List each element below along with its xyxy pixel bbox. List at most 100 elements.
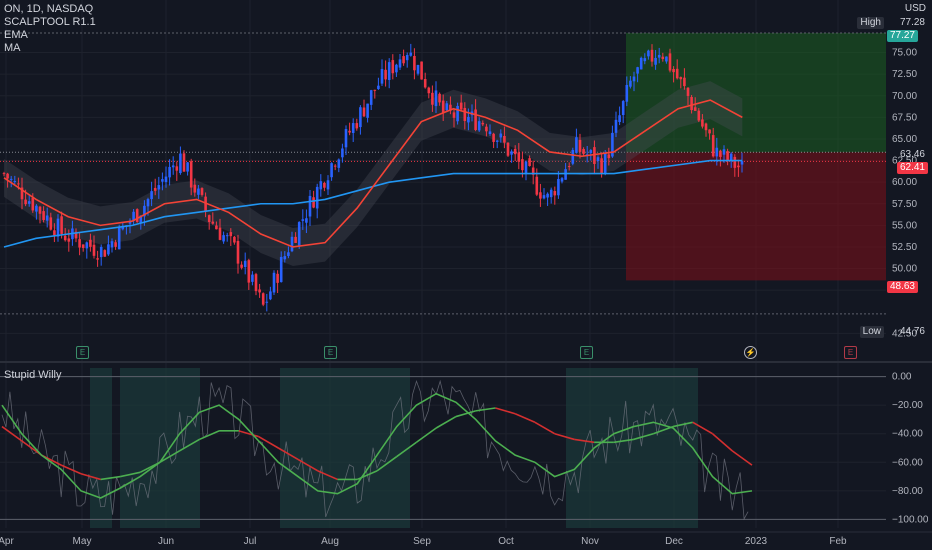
candle-body[interactable]	[276, 273, 279, 283]
oscillator-signal-line[interactable]	[495, 407, 516, 415]
oscillator-signal-line[interactable]	[712, 433, 733, 452]
candle-body[interactable]	[171, 165, 175, 168]
candle-body[interactable]	[81, 244, 85, 248]
candle-body[interactable]	[27, 201, 31, 204]
candle-body[interactable]	[459, 102, 463, 110]
candle-body[interactable]	[323, 182, 326, 188]
candle-body[interactable]	[182, 153, 186, 172]
candle-body[interactable]	[643, 58, 647, 62]
candle-body[interactable]	[733, 156, 737, 168]
candle-body[interactable]	[380, 69, 384, 84]
candle-body[interactable]	[150, 191, 153, 200]
candle-body[interactable]	[78, 239, 81, 248]
candle-body[interactable]	[531, 167, 535, 175]
candle-body[interactable]	[45, 215, 49, 221]
oscillator-signal-line[interactable]	[475, 407, 496, 412]
candle-body[interactable]	[474, 109, 477, 131]
candle-body[interactable]	[20, 187, 24, 200]
candle-body[interactable]	[6, 173, 9, 179]
oscillator-signal-line[interactable]	[297, 458, 319, 472]
candle-body[interactable]	[686, 88, 690, 96]
candle-body[interactable]	[510, 151, 513, 155]
oscillator-signal-line[interactable]	[396, 441, 417, 458]
candle-body[interactable]	[675, 68, 679, 79]
candle-body[interactable]	[668, 53, 672, 71]
indicator-scalptool[interactable]: SCALPTOOL R1.1	[4, 16, 96, 28]
candle-body[interactable]	[240, 264, 243, 268]
oscillator-signal-line[interactable]	[416, 427, 437, 443]
candle-body[interactable]	[571, 149, 575, 164]
candle-body[interactable]	[582, 148, 585, 154]
candle-body[interactable]	[49, 217, 53, 230]
candle-body[interactable]	[168, 166, 171, 178]
candle-body[interactable]	[229, 232, 233, 237]
candle-body[interactable]	[398, 59, 402, 68]
candle-body[interactable]	[99, 246, 103, 258]
candle-body[interactable]	[492, 133, 495, 142]
candle-body[interactable]	[449, 104, 452, 111]
candle-body[interactable]	[636, 67, 639, 74]
candle-body[interactable]	[362, 107, 366, 117]
indicator-ma[interactable]: MA	[4, 42, 21, 54]
candle-body[interactable]	[153, 187, 157, 191]
candle-body[interactable]	[611, 132, 614, 157]
candle-body[interactable]	[269, 291, 272, 300]
earnings-icon-upcoming[interactable]: E	[844, 346, 857, 359]
candle-body[interactable]	[499, 133, 503, 138]
position-stop-zone[interactable]	[626, 152, 886, 281]
candle-body[interactable]	[290, 236, 294, 252]
candle-body[interactable]	[521, 159, 524, 171]
candle-body[interactable]	[607, 154, 611, 159]
candle-body[interactable]	[233, 236, 236, 243]
candle-body[interactable]	[60, 216, 63, 234]
oscillator-signal-line[interactable]	[514, 412, 536, 424]
oscillator-signal-line[interactable]	[317, 470, 338, 481]
candle-body[interactable]	[387, 62, 391, 81]
candle-body[interactable]	[243, 260, 247, 267]
candle-body[interactable]	[13, 181, 17, 183]
candle-body[interactable]	[672, 68, 675, 73]
earnings-icon[interactable]: E	[76, 346, 89, 359]
candle-body[interactable]	[251, 274, 254, 282]
candle-body[interactable]	[737, 165, 740, 168]
candle-body[interactable]	[535, 176, 539, 195]
candle-body[interactable]	[56, 218, 60, 237]
candle-body[interactable]	[578, 139, 582, 152]
candle-body[interactable]	[179, 153, 182, 174]
candle-body[interactable]	[423, 79, 427, 88]
candle-body[interactable]	[600, 158, 603, 175]
candle-body[interactable]	[24, 199, 27, 205]
candle-body[interactable]	[402, 56, 405, 64]
candle-body[interactable]	[625, 84, 629, 102]
candle-body[interactable]	[92, 244, 96, 256]
oscillator-signal-line[interactable]	[80, 472, 101, 481]
candle-body[interactable]	[632, 76, 636, 82]
candle-body[interactable]	[726, 151, 729, 161]
candle-body[interactable]	[661, 56, 665, 60]
candle-body[interactable]	[366, 103, 369, 118]
oscillator-signal-line[interactable]	[534, 421, 556, 435]
oscillator-signal-line[interactable]	[179, 438, 200, 452]
candle-body[interactable]	[708, 129, 711, 134]
oscillator-signal-line[interactable]	[199, 430, 220, 441]
candle-body[interactable]	[301, 219, 305, 221]
candle-body[interactable]	[175, 166, 179, 171]
candle-body[interactable]	[614, 119, 618, 133]
candle-body[interactable]	[452, 112, 456, 118]
candle-body[interactable]	[67, 238, 71, 242]
candle-body[interactable]	[657, 54, 661, 58]
candle-body[interactable]	[305, 218, 308, 223]
candle-body[interactable]	[294, 236, 297, 243]
candle-body[interactable]	[247, 260, 251, 283]
oscillator-signal-line[interactable]	[21, 440, 42, 456]
candle-body[interactable]	[215, 225, 218, 230]
symbol-title[interactable]: ON, 1D, NASDAQ	[4, 3, 94, 15]
oscillator-signal-line[interactable]	[633, 432, 654, 441]
position-target-zone[interactable]	[626, 32, 886, 153]
candle-body[interactable]	[618, 115, 621, 123]
dividend-icon[interactable]: ⚡	[744, 346, 757, 359]
candle-body[interactable]	[279, 256, 283, 283]
earnings-icon[interactable]: E	[580, 346, 593, 359]
candle-body[interactable]	[553, 191, 557, 196]
oscillator-signal-line[interactable]	[159, 450, 181, 463]
